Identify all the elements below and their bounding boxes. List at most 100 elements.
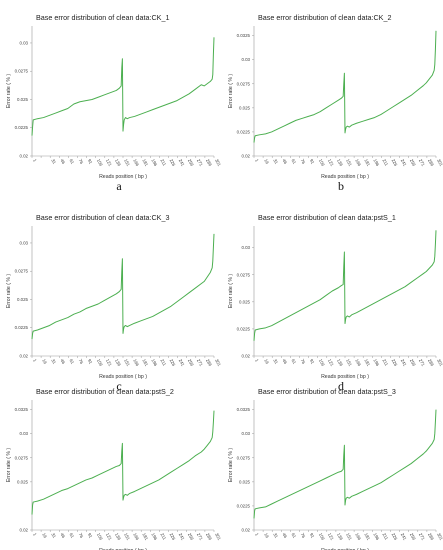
x-tick-label: 256	[187, 158, 195, 167]
error-rate-line	[253, 230, 437, 341]
x-tick-label: 256	[409, 532, 417, 541]
y-axis-label: Error rate ( % )	[6, 448, 12, 483]
x-tick-label: 46	[281, 532, 288, 539]
x-tick-label: 31	[50, 532, 57, 539]
y-tick-label: 0.0325	[237, 33, 251, 38]
x-tick-label: 136	[114, 358, 122, 367]
x-tick-label: 1	[254, 532, 260, 537]
x-tick-label: 46	[281, 358, 288, 365]
y-tick-label: 0.0225	[15, 325, 29, 330]
y-tick-label: 0.0275	[237, 272, 251, 277]
x-tick-label: 241	[178, 532, 186, 541]
y-axis-label: Error rate ( % )	[6, 74, 12, 109]
x-tick-label: 241	[400, 158, 408, 167]
y-tick-label: 0.0275	[237, 81, 251, 86]
chart-title: Base error distribution of clean data:CK…	[258, 13, 391, 22]
x-tick-label: 1	[254, 158, 260, 163]
x-tick-label: 151	[345, 532, 353, 541]
x-tick-label: 121	[105, 158, 113, 167]
x-tick-label: 301	[214, 158, 222, 167]
x-tick-label: 301	[214, 532, 222, 541]
x-axis-label: Reads position ( bp )	[321, 174, 369, 180]
y-tick-label: 0.0275	[15, 269, 29, 274]
chart-title: Base error distribution of clean data:ps…	[36, 387, 174, 396]
x-tick-label: 271	[196, 358, 204, 367]
y-tick-label: 0.03	[241, 57, 250, 62]
x-tick-label: 136	[336, 532, 344, 541]
y-tick-label: 0.02	[19, 354, 28, 359]
x-tick-label: 196	[372, 532, 380, 541]
x-tick-label: 121	[327, 158, 335, 167]
y-tick-label: 0.03	[241, 245, 250, 250]
y-tick-label: 0.0225	[15, 125, 29, 130]
x-tick-label: 196	[372, 158, 380, 167]
x-tick-label: 286	[427, 532, 435, 541]
x-tick-label: 151	[345, 158, 353, 167]
x-tick-label: 61	[69, 532, 76, 539]
x-axis-label: Reads position ( bp )	[321, 374, 369, 380]
x-tick-label: 46	[281, 158, 288, 165]
chart-panel-6: Base error distribution of clean data:ps…	[228, 387, 443, 550]
x-tick-label: 91	[87, 158, 94, 165]
x-tick-label: 31	[272, 158, 279, 165]
x-tick-label: 301	[436, 158, 443, 167]
chart-panel-3: Base error distribution of clean data:CK…	[6, 213, 222, 393]
x-tick-label: 271	[196, 532, 204, 541]
x-tick-label: 181	[141, 532, 149, 541]
error-rate-line	[31, 233, 215, 340]
x-tick-label: 16	[41, 358, 48, 365]
x-tick-label: 91	[309, 358, 316, 365]
x-tick-label: 286	[205, 358, 213, 367]
error-rate-line	[253, 30, 437, 143]
x-tick-label: 226	[391, 532, 399, 541]
x-tick-label: 1	[32, 532, 38, 537]
y-tick-label: 0.03	[241, 431, 250, 436]
x-tick-label: 271	[418, 532, 426, 541]
x-tick-label: 181	[141, 358, 149, 367]
x-tick-label: 256	[409, 358, 417, 367]
x-tick-label: 76	[78, 158, 85, 165]
y-axis-label: Error rate ( % )	[228, 274, 234, 309]
x-tick-label: 121	[327, 358, 335, 367]
x-tick-label: 136	[114, 158, 122, 167]
x-tick-label: 136	[336, 358, 344, 367]
y-tick-label: 0.0225	[237, 503, 251, 508]
y-tick-label: 0.0225	[237, 129, 251, 134]
y-tick-label: 0.02	[241, 154, 250, 159]
y-tick-label: 0.03	[19, 40, 28, 45]
x-tick-label: 106	[318, 158, 326, 167]
x-tick-label: 61	[291, 358, 298, 365]
chart-title: Base error distribution of clean data:CK…	[36, 13, 169, 22]
y-tick-label: 0.025	[239, 105, 251, 110]
x-tick-label: 136	[336, 158, 344, 167]
y-tick-label: 0.0275	[237, 455, 251, 460]
x-tick-label: 16	[263, 532, 270, 539]
x-tick-label: 61	[69, 158, 76, 165]
x-tick-label: 1	[32, 158, 38, 163]
x-tick-label: 46	[59, 358, 66, 365]
x-tick-label: 301	[214, 358, 222, 367]
x-tick-label: 166	[354, 158, 362, 167]
y-tick-label: 0.02	[19, 154, 28, 159]
x-tick-label: 196	[150, 358, 158, 367]
y-tick-label: 0.03	[19, 240, 28, 245]
chart-panel-5: Base error distribution of clean data:ps…	[6, 387, 222, 550]
x-tick-label: 211	[382, 532, 390, 541]
x-tick-label: 181	[363, 532, 371, 541]
panel-letter: b	[338, 179, 344, 193]
x-tick-label: 151	[123, 358, 131, 367]
x-tick-label: 226	[391, 158, 399, 167]
x-tick-label: 166	[132, 358, 140, 367]
x-tick-label: 61	[291, 158, 298, 165]
y-tick-label: 0.02	[19, 528, 28, 533]
y-axis-label: Error rate ( % )	[228, 74, 234, 109]
y-tick-label: 0.025	[239, 299, 251, 304]
x-tick-label: 241	[178, 358, 186, 367]
x-tick-label: 166	[354, 358, 362, 367]
x-tick-label: 226	[391, 358, 399, 367]
x-tick-label: 211	[382, 358, 390, 367]
x-axis-label: Reads position ( bp )	[99, 548, 147, 550]
x-tick-label: 286	[427, 158, 435, 167]
x-tick-label: 181	[363, 358, 371, 367]
